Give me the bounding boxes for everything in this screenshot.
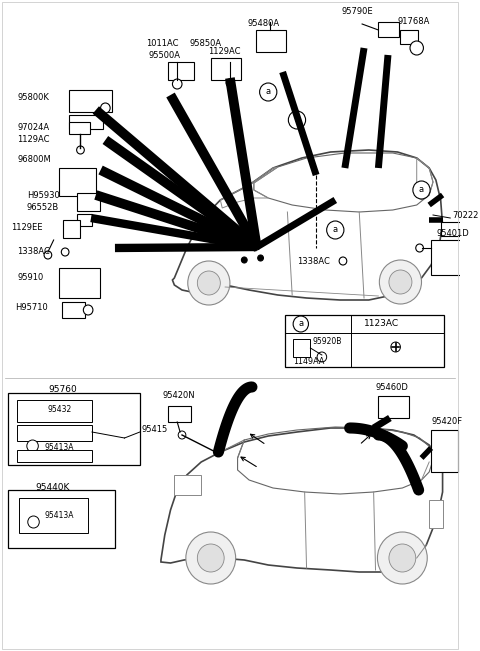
Text: 95790E: 95790E	[342, 8, 373, 16]
Text: 70222: 70222	[452, 210, 479, 219]
Text: a: a	[294, 115, 300, 124]
Circle shape	[61, 248, 69, 256]
Circle shape	[28, 516, 39, 528]
Bar	[378, 396, 409, 418]
Bar	[17, 450, 92, 462]
Circle shape	[389, 270, 412, 294]
Text: 95413A: 95413A	[45, 443, 74, 452]
Text: a: a	[333, 225, 338, 234]
Circle shape	[101, 103, 110, 113]
Text: 1149AA: 1149AA	[293, 357, 324, 365]
Bar	[69, 122, 90, 134]
Text: a: a	[419, 186, 424, 195]
Text: 1129AC: 1129AC	[17, 135, 50, 145]
Circle shape	[327, 221, 344, 239]
Circle shape	[197, 271, 220, 295]
Bar	[378, 22, 399, 37]
Text: 95440K: 95440K	[36, 482, 70, 492]
Circle shape	[413, 181, 430, 199]
Circle shape	[84, 305, 93, 315]
Bar	[293, 339, 311, 357]
Circle shape	[410, 41, 423, 55]
Bar	[17, 425, 92, 441]
Circle shape	[339, 257, 347, 265]
Bar	[60, 168, 96, 196]
Text: 97024A: 97024A	[17, 124, 49, 133]
Text: 95415: 95415	[142, 426, 168, 434]
Text: 91768A: 91768A	[397, 18, 430, 27]
Circle shape	[391, 342, 400, 352]
Bar	[77, 214, 92, 226]
Text: 95920B: 95920B	[312, 337, 342, 346]
Circle shape	[241, 257, 247, 263]
Text: 1129EE: 1129EE	[12, 223, 43, 232]
Bar	[286, 315, 444, 367]
Text: 95910: 95910	[17, 273, 44, 283]
Text: 95460D: 95460D	[375, 383, 408, 393]
Text: H95710: H95710	[15, 303, 48, 312]
Bar	[8, 393, 140, 465]
Circle shape	[288, 111, 306, 129]
Text: 95800K: 95800K	[17, 94, 49, 102]
Bar	[63, 220, 81, 238]
Circle shape	[172, 79, 182, 89]
Bar	[168, 62, 194, 80]
Circle shape	[44, 251, 52, 259]
Bar	[69, 115, 103, 129]
Circle shape	[293, 316, 309, 332]
Bar	[60, 268, 100, 298]
Bar	[211, 58, 241, 80]
Text: 95420N: 95420N	[163, 391, 195, 400]
Text: 1011AC: 1011AC	[146, 40, 179, 49]
Text: 1129AC: 1129AC	[208, 46, 240, 55]
Bar	[174, 475, 201, 495]
Circle shape	[317, 352, 327, 362]
Circle shape	[226, 79, 234, 87]
Circle shape	[27, 440, 38, 452]
Text: 95480A: 95480A	[247, 20, 279, 29]
Bar	[431, 430, 458, 472]
Circle shape	[188, 261, 230, 305]
Text: 1123AC: 1123AC	[364, 320, 399, 329]
Bar	[400, 30, 418, 44]
Bar	[69, 90, 112, 112]
Bar	[429, 500, 443, 528]
Text: 95500A: 95500A	[148, 51, 180, 61]
Text: 95413A: 95413A	[45, 510, 74, 519]
Bar	[77, 193, 100, 211]
Text: 96552B: 96552B	[27, 202, 59, 212]
Bar	[441, 222, 466, 236]
Text: 95760: 95760	[48, 385, 77, 395]
Circle shape	[379, 260, 421, 304]
Bar	[168, 406, 191, 422]
Text: 1338AC: 1338AC	[297, 258, 330, 266]
Circle shape	[77, 146, 84, 154]
Text: 95401D: 95401D	[437, 229, 469, 238]
Text: 95850A: 95850A	[190, 40, 222, 49]
Text: 95432: 95432	[47, 406, 72, 415]
Bar	[19, 498, 88, 533]
Circle shape	[258, 255, 264, 261]
Bar	[62, 302, 85, 318]
Circle shape	[416, 244, 423, 252]
Text: 95420F: 95420F	[431, 417, 462, 426]
Bar	[17, 400, 92, 422]
Circle shape	[377, 532, 427, 584]
Circle shape	[197, 544, 224, 572]
Circle shape	[260, 83, 277, 101]
Text: H95930: H95930	[27, 191, 60, 201]
Text: a: a	[265, 87, 271, 96]
Bar	[8, 490, 115, 548]
Circle shape	[254, 244, 260, 250]
Circle shape	[186, 532, 236, 584]
Text: 1338AC: 1338AC	[17, 247, 50, 256]
Text: 96800M: 96800M	[17, 156, 51, 165]
Bar	[256, 30, 287, 52]
Circle shape	[389, 544, 416, 572]
Circle shape	[178, 431, 186, 439]
Bar	[431, 240, 471, 275]
Text: a: a	[298, 320, 303, 329]
